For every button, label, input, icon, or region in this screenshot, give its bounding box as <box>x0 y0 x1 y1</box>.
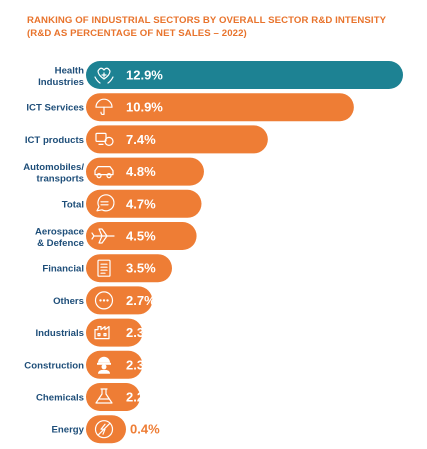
bar <box>86 93 354 122</box>
bar-row: Energy 0.4% <box>51 415 160 444</box>
value-label: 3.5% <box>126 261 156 276</box>
bar-row: Construction 2.3% <box>24 350 156 379</box>
category-label: Total <box>62 199 84 210</box>
financial-icon <box>97 259 111 277</box>
value-label: 0.4% <box>130 422 160 437</box>
aerospace-icon <box>91 228 115 244</box>
value-label: 2.7% <box>126 293 156 308</box>
category-label: Aerospace & Defence <box>35 227 84 250</box>
bar <box>86 157 204 186</box>
value-label: 2.2% <box>126 390 156 405</box>
energy-icon <box>94 420 114 439</box>
value-label: 2.3% <box>126 325 156 340</box>
ict-products-icon <box>95 132 114 146</box>
category-label: Construction <box>24 360 84 371</box>
category-label: Industrials <box>35 328 84 339</box>
value-label: 2.3% <box>126 357 156 372</box>
chart-title-line2: (R&D AS PERCENTAGE OF NET SALES – 2022) <box>27 28 247 39</box>
chart-title-line1: RANKING OF INDUSTRIAL SECTORS BY OVERALL… <box>27 15 387 26</box>
chart-title: RANKING OF INDUSTRIAL SECTORS BY OVERALL… <box>27 14 417 40</box>
bar-row: Automobiles/transports 4.8% <box>23 157 204 186</box>
value-label: 12.9% <box>126 68 163 83</box>
bar <box>86 61 403 89</box>
category-label: Health Industries <box>38 66 84 89</box>
bar-row: ICT Services 10.9% <box>26 93 354 122</box>
value-label: 10.9% <box>126 100 163 115</box>
bar <box>86 125 268 154</box>
total-icon <box>96 194 115 212</box>
bar <box>86 318 143 347</box>
bar-row: Chemicals 2.2% <box>36 383 156 411</box>
value-label: 4.5% <box>126 229 156 244</box>
bar <box>86 222 197 250</box>
ict-services-icon <box>95 98 113 116</box>
automobile-icon <box>94 166 114 179</box>
construction-icon <box>97 356 111 374</box>
bar-row: Total 4.7% <box>62 189 202 218</box>
category-label: Chemicals <box>36 393 84 404</box>
bar <box>86 415 126 444</box>
category-label: Financial <box>42 264 84 275</box>
bar-row: ICT products 7.4% <box>25 125 268 154</box>
bar <box>86 254 173 283</box>
value-label: 7.4% <box>126 132 156 147</box>
category-label: ICT Services <box>26 103 84 114</box>
bar-row: Health Industries 12.9% <box>38 61 403 89</box>
bar-row: Aerospace & Defence 4.5% <box>35 222 197 250</box>
bar-row: Financial 3.5% <box>42 254 173 283</box>
bar-row: Others 2.7% <box>53 286 156 315</box>
chemicals-icon <box>95 388 113 404</box>
category-label: Others <box>53 296 84 307</box>
bar-row: Industrials 2.3% <box>35 318 156 347</box>
industrials-icon <box>94 326 110 340</box>
health-icon <box>94 67 114 84</box>
value-label: 4.7% <box>126 196 156 211</box>
bar <box>86 383 141 411</box>
others-icon <box>94 291 114 310</box>
value-label: 4.8% <box>126 164 156 179</box>
category-label: Automobiles/transports <box>23 162 84 185</box>
category-label: ICT products <box>25 135 84 146</box>
bar <box>86 286 153 315</box>
category-label: Energy <box>51 425 84 436</box>
bar <box>86 189 202 218</box>
